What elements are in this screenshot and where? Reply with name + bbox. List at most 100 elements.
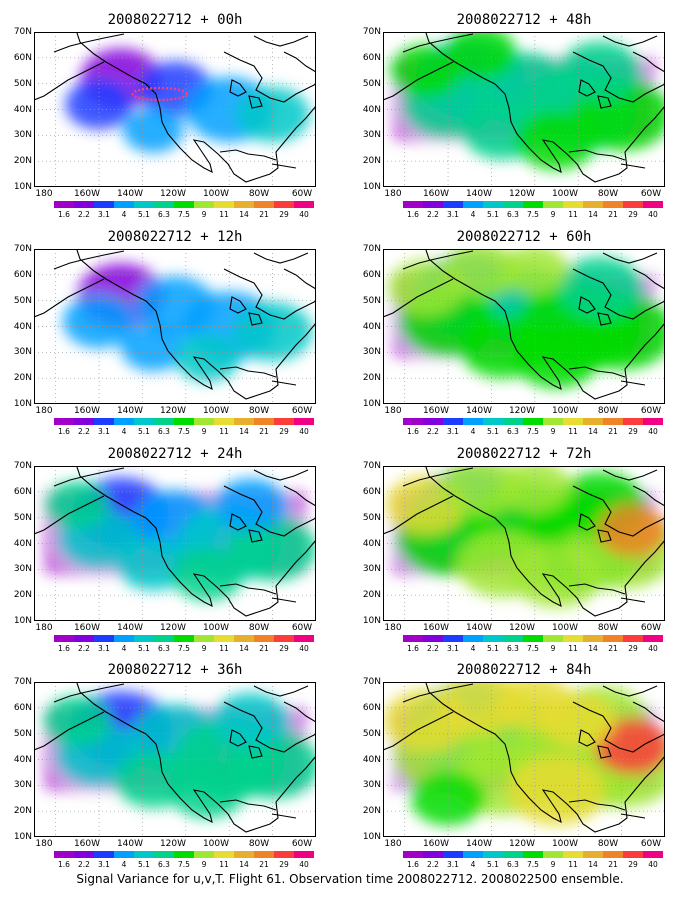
- colorbar-label: 1.6: [407, 427, 419, 436]
- x-axis-label: 180: [384, 623, 402, 633]
- colorbar: [54, 418, 314, 425]
- colorbar-label: 1.6: [58, 427, 70, 436]
- variance-blob: [559, 41, 641, 101]
- colorbar-swatch: [443, 851, 463, 858]
- colorbar-label: 21: [259, 210, 269, 219]
- x-axis-label: 180: [35, 623, 53, 633]
- coastlines: [383, 466, 665, 617]
- colorbar-label: 2.2: [78, 860, 90, 869]
- y-axis-label: 40N: [13, 321, 32, 332]
- x-axis-label: 160W: [422, 406, 450, 416]
- colorbar-swatch: [174, 201, 194, 208]
- colorbar-swatch: [134, 201, 154, 208]
- y-axis-label: 20N: [13, 590, 32, 601]
- colorbar-label: 11: [219, 644, 229, 653]
- colorbar-label: 40: [299, 860, 309, 869]
- colorbar-swatch: [463, 635, 483, 642]
- map-svg: [34, 682, 316, 837]
- colorbar-label: 4: [121, 427, 127, 436]
- y-axis-label: 50N: [362, 295, 381, 306]
- colorbar-swatch: [403, 201, 423, 208]
- colorbar-swatch: [274, 201, 294, 208]
- colorbar-label: 9: [201, 210, 207, 219]
- colorbar-label: 29: [628, 644, 638, 653]
- colorbar-label: 7.5: [178, 644, 190, 653]
- colorbar-swatch: [274, 635, 294, 642]
- x-axis-label: 60W: [291, 406, 313, 416]
- colorbar-label: 11: [219, 427, 229, 436]
- colorbar-swatch: [543, 635, 563, 642]
- y-axis-label: 30N: [362, 347, 381, 358]
- x-axis-label: 100W: [551, 189, 579, 199]
- colorbar-label: 4: [470, 427, 476, 436]
- colorbar-swatch: [503, 201, 523, 208]
- x-axis-label: 80W: [597, 623, 619, 633]
- colorbar: [403, 851, 663, 858]
- colorbar-swatch: [94, 851, 114, 858]
- x-axis-label: 100W: [202, 406, 230, 416]
- colorbar-swatch: [94, 635, 114, 642]
- colorbar-swatch: [423, 201, 443, 208]
- variance-field: [62, 263, 313, 382]
- y-axis-label: 20N: [13, 806, 32, 817]
- colorbar-label: 5.1: [487, 427, 499, 436]
- colorbar-swatch: [114, 635, 134, 642]
- colorbar-label: 4: [470, 644, 476, 653]
- colorbar-swatch: [254, 201, 274, 208]
- colorbar-label: 21: [608, 427, 618, 436]
- colorbar-label: 9: [550, 427, 556, 436]
- colorbar-label: 2.2: [78, 427, 90, 436]
- colorbar-label: 4: [121, 860, 127, 869]
- y-axis-label: 70N: [13, 677, 32, 687]
- colorbar-label: 40: [648, 644, 658, 653]
- colorbar-label: 9: [201, 860, 207, 869]
- y-axis-label: 50N: [13, 512, 32, 523]
- colorbar-label: 7.5: [178, 210, 190, 219]
- colorbar-swatch: [403, 635, 423, 642]
- colorbar-swatch: [543, 418, 563, 425]
- colorbar-swatch: [463, 201, 483, 208]
- x-axis-label: 60W: [291, 623, 313, 633]
- colorbar-swatch: [563, 418, 583, 425]
- y-axis-label: 40N: [13, 754, 32, 765]
- colorbar-swatch: [543, 851, 563, 858]
- colorbar-swatch: [563, 201, 583, 208]
- colorbar-label: 21: [259, 860, 269, 869]
- colorbar-swatch: [134, 851, 154, 858]
- colorbar-label: 40: [648, 210, 658, 219]
- y-axis-label: 60N: [13, 52, 32, 63]
- coastlines: [383, 249, 665, 400]
- variance-blob: [513, 326, 600, 389]
- y-axis-label: 60N: [362, 52, 381, 63]
- colorbar-swatch: [254, 851, 274, 858]
- colorbar-label: 3.1: [447, 644, 459, 653]
- colorbar-swatch: [643, 851, 663, 858]
- y-axis-label: 50N: [13, 295, 32, 306]
- x-axis-label: 100W: [551, 839, 579, 849]
- y-axis-label: 20N: [362, 806, 381, 817]
- colorbar-label: 5.1: [487, 860, 499, 869]
- colorbar-label: 5.1: [487, 210, 499, 219]
- variance-blob: [540, 693, 616, 749]
- colorbar-label: 5.1: [138, 860, 150, 869]
- colorbar-swatch: [583, 201, 603, 208]
- x-axis-label: 180: [384, 839, 402, 849]
- y-axis-label: 20N: [13, 156, 32, 167]
- colorbar-swatch: [294, 851, 314, 858]
- x-axis-label: 140W: [116, 623, 144, 633]
- variance-blob: [442, 249, 519, 298]
- x-axis-label: 120W: [159, 623, 187, 633]
- colorbar-swatch: [503, 851, 523, 858]
- colorbar-swatch: [583, 851, 603, 858]
- colorbar-label: 1.6: [407, 210, 419, 219]
- colorbar-swatch: [523, 418, 543, 425]
- variance-blob: [117, 537, 190, 591]
- colorbar-label: 6.3: [507, 644, 519, 653]
- colorbar-label: 4: [470, 860, 476, 869]
- y-axis-label: 30N: [13, 347, 32, 358]
- colorbar-label: 1.6: [58, 644, 70, 653]
- colorbar-label: 29: [279, 427, 289, 436]
- colorbar-label: 29: [628, 860, 638, 869]
- colorbar-swatch: [423, 635, 443, 642]
